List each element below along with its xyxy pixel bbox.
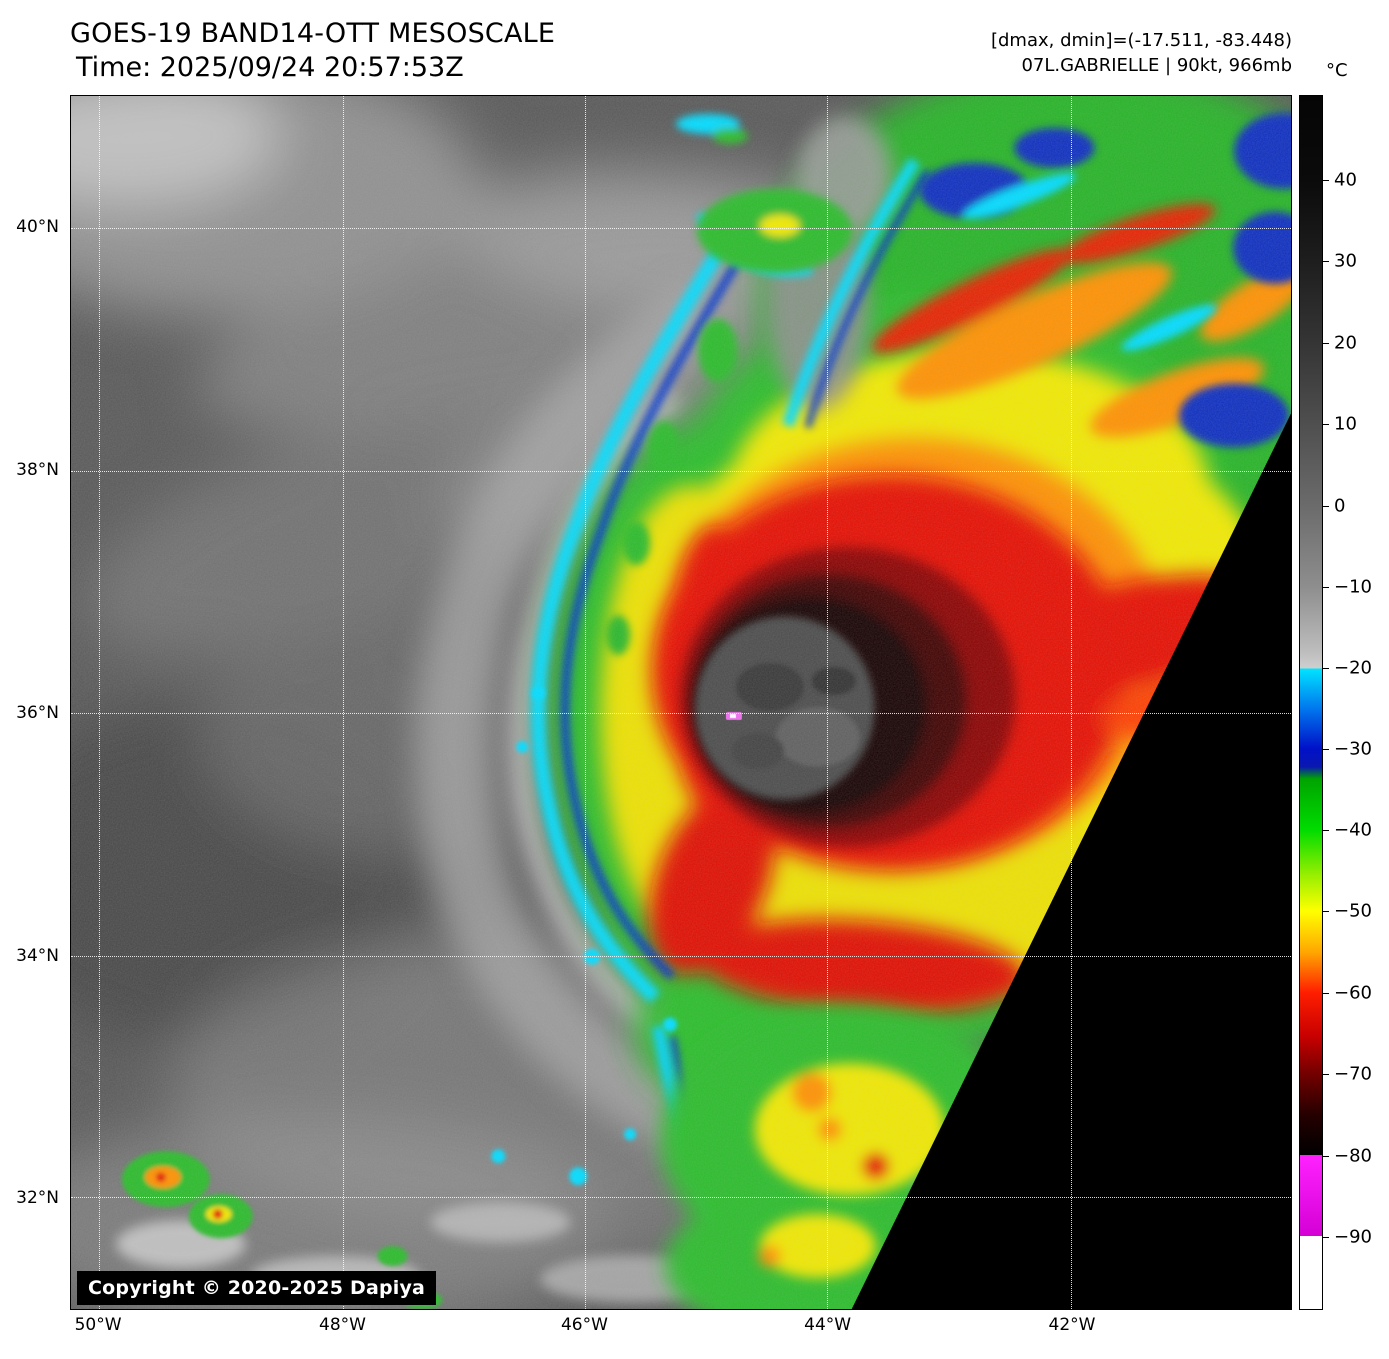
colorbar-tick bbox=[1323, 1074, 1329, 1076]
no-data-region bbox=[851, 413, 1291, 1309]
colorbar-tick-label: −80 bbox=[1334, 1145, 1372, 1167]
x-axis-label: 50°W bbox=[74, 1315, 122, 1335]
colorbar-tick bbox=[1323, 1237, 1329, 1239]
colorbar-tick-label: −20 bbox=[1334, 657, 1372, 679]
colorbar-tick-label: −90 bbox=[1334, 1226, 1372, 1248]
colorbar-tick-label: 10 bbox=[1334, 413, 1357, 435]
x-axis-label: 46°W bbox=[560, 1315, 608, 1335]
colorbar-tick bbox=[1323, 1155, 1329, 1157]
x-axis-label: 48°W bbox=[319, 1315, 366, 1335]
y-axis: 40°N 38°N 36°N 34°N 32°N bbox=[0, 95, 64, 1310]
colorbar-tick bbox=[1323, 505, 1329, 507]
colorbar-tick bbox=[1323, 992, 1329, 994]
copyright-label: Copyright © 2020-2025 Dapiya bbox=[77, 1271, 437, 1305]
y-axis-label: 32°N bbox=[16, 1188, 59, 1209]
colorbar-tick bbox=[1323, 748, 1329, 750]
colorbar-tick bbox=[1323, 424, 1329, 426]
timestamp: Time: 2025/09/24 20:57:53Z bbox=[76, 52, 464, 83]
x-axis-label: 44°W bbox=[804, 1315, 852, 1335]
x-axis: 50°W 48°W 46°W 44°W 42°W bbox=[70, 1312, 1292, 1346]
colorbar-tick-label: 0 bbox=[1334, 495, 1346, 517]
colorbar-tick-label: −40 bbox=[1334, 819, 1372, 841]
y-axis-label: 34°N bbox=[16, 946, 59, 967]
colorbar-tick-label: 30 bbox=[1334, 250, 1357, 272]
colorbar-tick bbox=[1323, 830, 1329, 832]
colorbar-tick-label: −50 bbox=[1334, 900, 1372, 922]
dmax-dmin-readout: [dmax, dmin]=(-17.511, -83.448) bbox=[990, 30, 1292, 51]
satellite-image bbox=[71, 96, 1291, 1309]
colorbar-tick bbox=[1323, 911, 1329, 913]
colorbar-tick bbox=[1323, 261, 1329, 263]
y-axis-label: 40°N bbox=[16, 217, 59, 238]
colorbar bbox=[1299, 95, 1323, 1310]
colorbar-tick-label: 40 bbox=[1334, 169, 1357, 191]
colorbar-tick bbox=[1323, 180, 1329, 182]
colorbar-tick-label: −70 bbox=[1334, 1063, 1372, 1085]
y-axis-label: 38°N bbox=[16, 460, 59, 481]
y-axis-label: 36°N bbox=[16, 703, 59, 724]
colorbar-tick-label: −30 bbox=[1334, 738, 1372, 760]
colorbar-tick bbox=[1323, 668, 1329, 670]
page-title: GOES-19 BAND14-OTT MESOSCALE bbox=[70, 18, 556, 49]
map-area: Copyright © 2020-2025 Dapiya bbox=[70, 95, 1292, 1310]
x-axis-label: 42°W bbox=[1048, 1315, 1096, 1335]
storm-info: 07L.GABRIELLE | 90kt, 966mb bbox=[1021, 55, 1292, 77]
header-right: [dmax, dmin]=(-17.511, -83.448) 07L.GABR… bbox=[991, 28, 1292, 78]
colorbar-tick-label: −60 bbox=[1334, 982, 1372, 1004]
colorbar-tick bbox=[1323, 587, 1329, 589]
colorbar-tick-label: 20 bbox=[1334, 332, 1357, 354]
colorbar-ticks: 40 30 20 10 0 −10 −20 −30 −40 −50 −60 −70 −80 −90 bbox=[1323, 95, 1387, 1310]
colorbar-unit: °C bbox=[1326, 60, 1348, 81]
colorbar-tick-label: −10 bbox=[1334, 576, 1372, 598]
colorbar-tick bbox=[1323, 342, 1329, 344]
